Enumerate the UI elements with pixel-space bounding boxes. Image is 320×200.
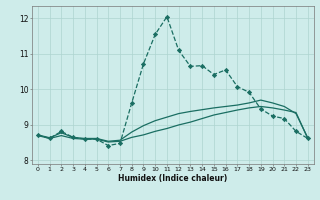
X-axis label: Humidex (Indice chaleur): Humidex (Indice chaleur) — [118, 174, 228, 183]
